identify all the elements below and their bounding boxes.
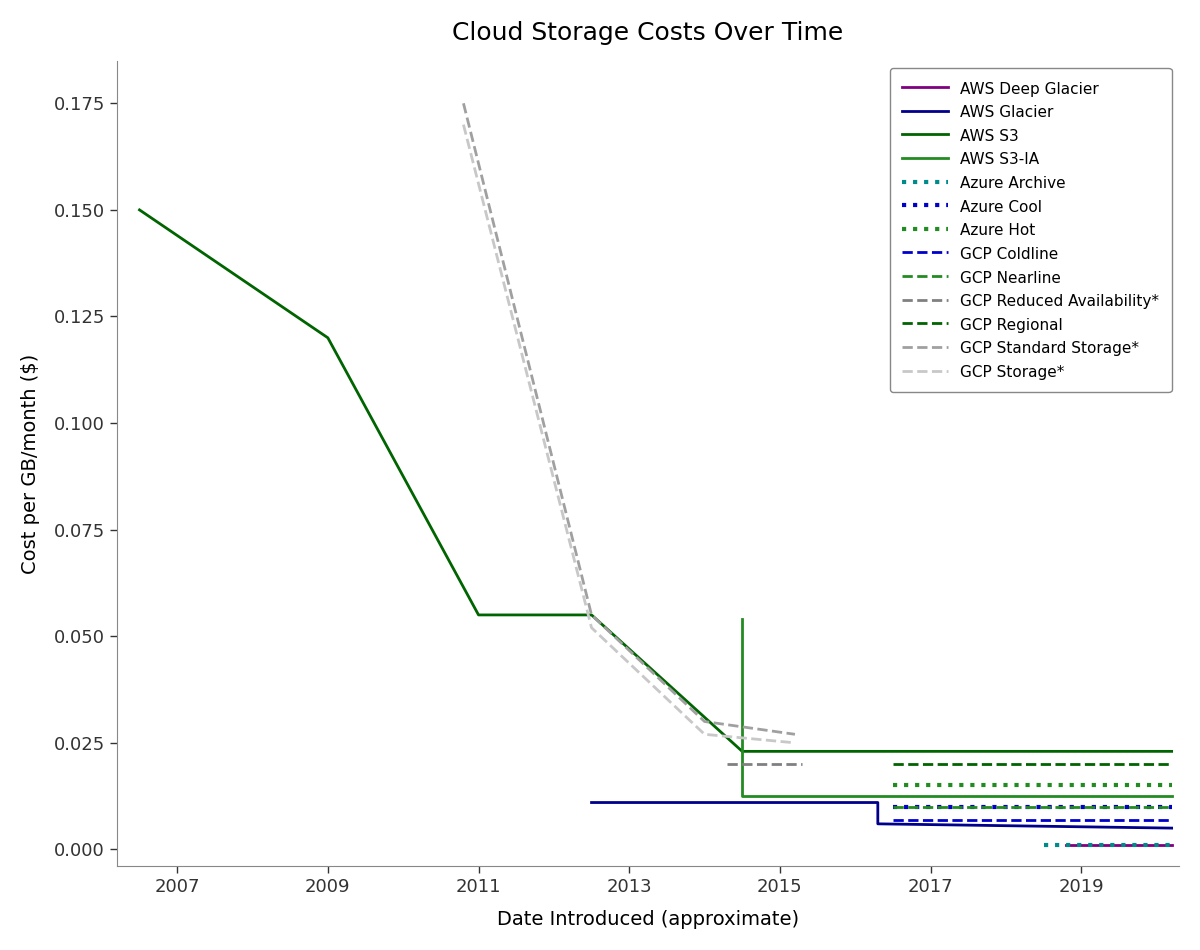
X-axis label: Date Introduced (approximate): Date Introduced (approximate)	[497, 910, 799, 929]
Title: Cloud Storage Costs Over Time: Cloud Storage Costs Over Time	[452, 21, 844, 45]
Y-axis label: Cost per GB/month ($): Cost per GB/month ($)	[20, 353, 40, 574]
Legend: AWS Deep Glacier, AWS Glacier, AWS S3, AWS S3-IA, Azure Archive, Azure Cool, Azu: AWS Deep Glacier, AWS Glacier, AWS S3, A…	[890, 68, 1171, 392]
